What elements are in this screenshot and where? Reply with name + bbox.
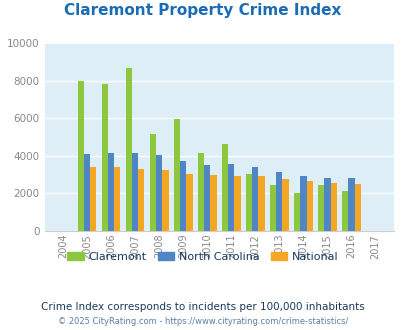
Bar (173, 119, 179, 231)
Bar (275, 172, 282, 231)
Bar (101, 84, 108, 231)
Bar (90, 167, 96, 231)
Bar (197, 153, 204, 231)
Bar (293, 193, 300, 231)
Bar (132, 153, 138, 231)
Legend: Claremont, North Carolina, National: Claremont, North Carolina, National (63, 248, 342, 267)
Bar (162, 170, 168, 231)
Bar (228, 164, 234, 231)
Bar (324, 178, 330, 231)
Bar (77, 81, 84, 231)
Bar (282, 179, 288, 231)
Bar (306, 181, 312, 231)
Bar (258, 176, 264, 231)
Bar (108, 153, 114, 231)
Bar (149, 134, 156, 231)
Bar (126, 68, 132, 231)
Bar (114, 167, 120, 231)
Bar (252, 167, 258, 231)
Bar (156, 155, 162, 231)
Text: Claremont Property Crime Index: Claremont Property Crime Index (64, 3, 341, 18)
Bar (222, 144, 228, 231)
Bar (186, 174, 192, 231)
Bar (204, 165, 210, 231)
Bar (347, 178, 354, 231)
Bar (341, 191, 347, 231)
Bar (234, 177, 240, 231)
Bar (138, 169, 144, 231)
Bar (330, 183, 336, 231)
Bar (354, 184, 360, 231)
Bar (300, 176, 306, 231)
Bar (84, 154, 90, 231)
Text: © 2025 CityRating.com - https://www.cityrating.com/crime-statistics/: © 2025 CityRating.com - https://www.city… (58, 317, 347, 326)
Bar (245, 174, 252, 231)
Bar (179, 161, 186, 231)
Bar (210, 175, 216, 231)
Text: Crime Index corresponds to incidents per 100,000 inhabitants: Crime Index corresponds to incidents per… (41, 302, 364, 312)
Bar (269, 185, 275, 231)
Bar (317, 185, 324, 231)
